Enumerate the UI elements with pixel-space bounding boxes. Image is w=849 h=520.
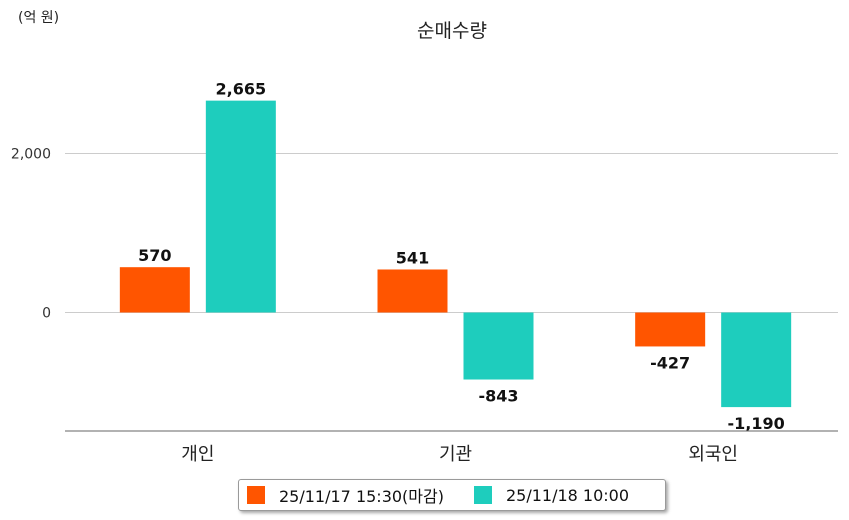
y-tick-label-1: 2,000 [11, 147, 51, 163]
data-label-s1-c2: -427 [650, 353, 690, 372]
legend-item-series-2[interactable]: 25/11/18 10:00 [473, 485, 630, 505]
data-label-s2-c0: 2,665 [216, 80, 267, 99]
unit-label: (억 원) [18, 10, 59, 26]
category-label-0: 개인 [181, 444, 214, 465]
bar-s2-c2[interactable] [721, 312, 792, 408]
legend-swatch-series-1 [247, 486, 265, 504]
legend-swatch-series-2 [473, 486, 492, 504]
bar-s1-c0[interactable] [119, 267, 190, 313]
bar-s2-c1[interactable] [463, 312, 534, 380]
legend: 25/11/17 15:30(마감) 25/11/18 10:00 [238, 479, 666, 511]
category-label-2: 외국인 [688, 444, 738, 465]
y-axis-ticks: 0 2,000 [11, 147, 51, 322]
category-labels: 개인 기관 외국인 [181, 444, 738, 465]
chart-title: 순매수량 [417, 20, 487, 42]
legend-item-series-1[interactable]: 25/11/17 15:30(마감) [247, 483, 444, 507]
category-label-1: 기관 [439, 444, 472, 465]
data-labels: 570 2,665 541 -843 -427 -1,190 [138, 80, 785, 433]
data-label-s1-c0: 570 [138, 246, 171, 265]
bar-s1-c1[interactable] [377, 269, 448, 313]
gridlines [65, 153, 838, 313]
bar-s2-c0[interactable] [205, 100, 276, 313]
legend-label-series-1: 25/11/17 15:30(마감) [279, 487, 444, 506]
bar-s1-c2[interactable] [635, 312, 706, 347]
data-label-s2-c1: -843 [478, 387, 518, 406]
data-label-s2-c2: -1,190 [728, 414, 785, 433]
bars [119, 100, 792, 408]
data-label-s1-c1: 541 [396, 248, 429, 267]
legend-label-series-2: 25/11/18 10:00 [505, 485, 630, 505]
y-tick-label-0: 0 [42, 306, 51, 322]
